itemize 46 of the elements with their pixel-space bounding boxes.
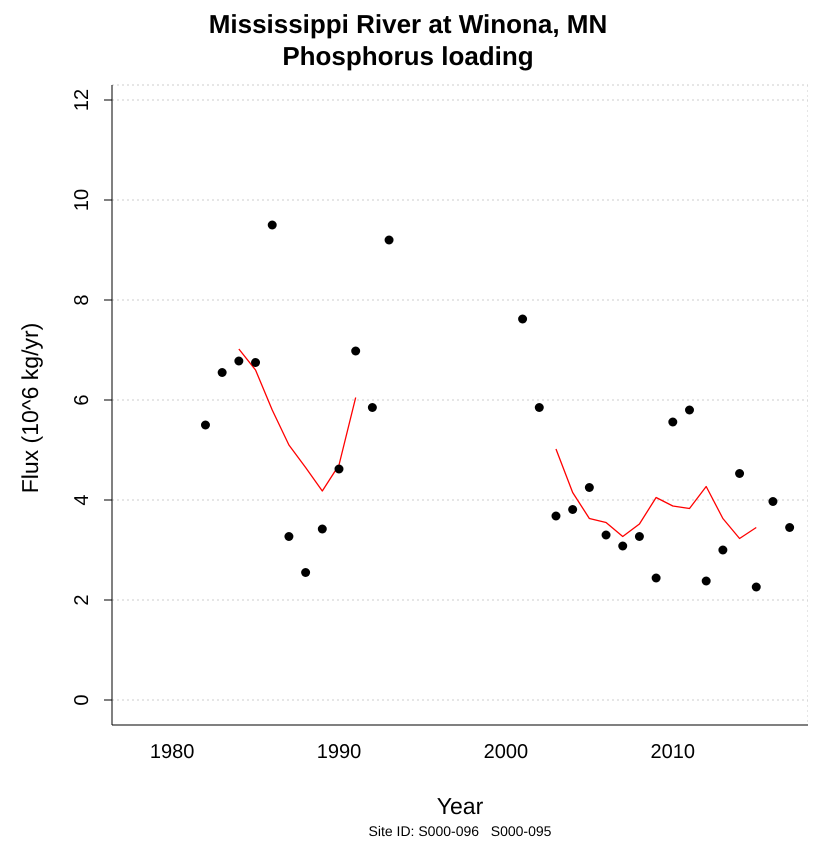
point bbox=[768, 497, 778, 506]
x-tick-label: 1990 bbox=[316, 741, 362, 763]
point bbox=[351, 346, 360, 356]
point bbox=[368, 403, 377, 412]
chart-title: Mississippi River at Winona, MN Phosphorus loading bbox=[208, 8, 608, 72]
y-tick-label: 12 bbox=[71, 88, 93, 112]
point bbox=[301, 568, 310, 577]
point bbox=[251, 358, 260, 367]
y-tick-label: 2 bbox=[71, 594, 93, 606]
point bbox=[384, 236, 394, 244]
y-tick-label: 4 bbox=[71, 494, 93, 506]
point bbox=[218, 368, 227, 377]
point bbox=[584, 483, 594, 492]
x-tick-label: 1980 bbox=[150, 741, 194, 763]
point bbox=[702, 576, 711, 586]
y-tick-label: 6 bbox=[71, 394, 93, 406]
point bbox=[684, 406, 694, 414]
point bbox=[534, 403, 544, 412]
point bbox=[668, 418, 678, 426]
point bbox=[634, 532, 644, 541]
y-axis-title: Flux (10^6 kg/yr) bbox=[17, 322, 43, 494]
x-tick-label: 2000 bbox=[484, 741, 528, 763]
line-series bbox=[238, 348, 356, 492]
point bbox=[718, 546, 728, 554]
point bbox=[234, 356, 244, 366]
x-tick-label: 2010 bbox=[650, 741, 696, 763]
x-axis-title: Year bbox=[436, 793, 484, 820]
point bbox=[284, 532, 294, 541]
point bbox=[785, 523, 794, 532]
point bbox=[200, 420, 210, 430]
point bbox=[334, 464, 344, 474]
y-tick-label: 8 bbox=[71, 294, 93, 306]
point bbox=[652, 574, 661, 582]
point bbox=[618, 542, 628, 550]
point bbox=[268, 220, 277, 230]
point bbox=[752, 582, 761, 592]
text: Site ID: S000-096 S000-095 bbox=[368, 823, 552, 839]
point bbox=[602, 530, 611, 540]
point bbox=[551, 512, 560, 520]
point bbox=[318, 524, 327, 534]
y-tick-label: 10 bbox=[71, 188, 93, 212]
point bbox=[568, 505, 578, 514]
y-tick-label: 0 bbox=[71, 694, 93, 706]
point bbox=[518, 314, 528, 324]
point bbox=[735, 469, 744, 478]
line-series bbox=[555, 448, 757, 540]
